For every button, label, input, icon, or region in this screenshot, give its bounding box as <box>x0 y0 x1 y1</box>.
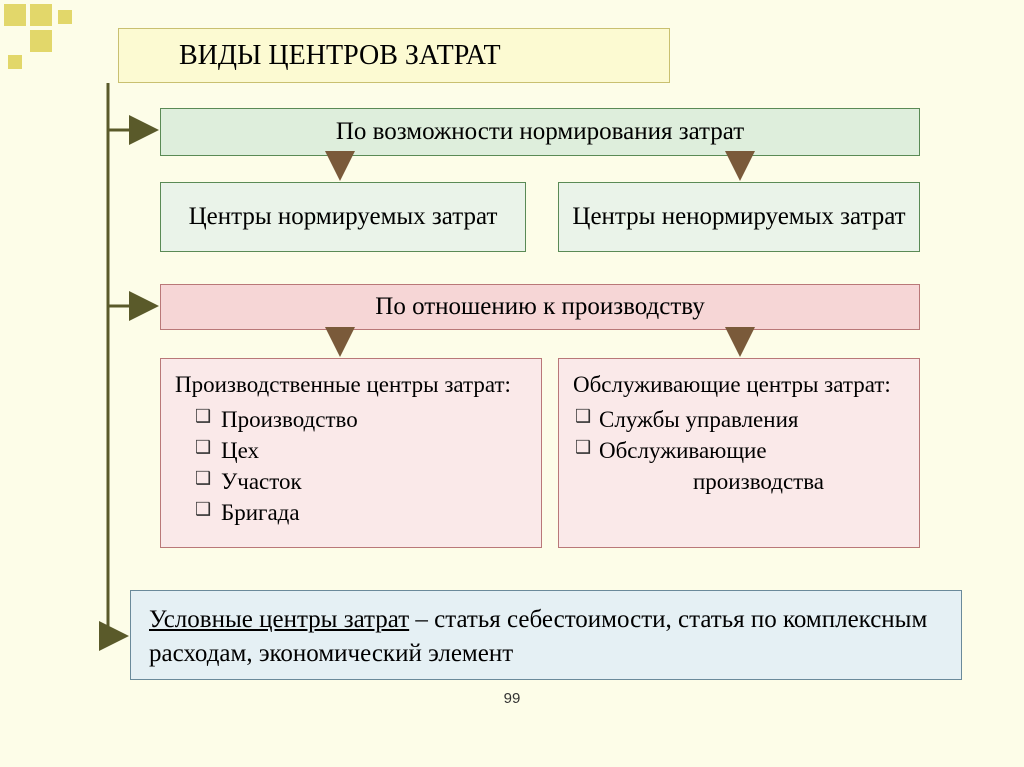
page-number: 99 <box>504 690 521 707</box>
category-proizvodstvo: По отношению к производству <box>160 284 920 330</box>
corner-decoration <box>0 0 120 80</box>
sub-obsluzhivayushie: Обслуживающие центры затрат: Службы упра… <box>558 358 920 548</box>
list-item: Цех <box>175 435 527 466</box>
category-normirovanie: По возможности нормирования затрат <box>160 108 920 156</box>
list-item: Участок <box>175 466 527 497</box>
list-item: Производство <box>175 404 527 435</box>
diagram-title: ВИДЫ ЦЕНТРОВ ЗАТРАТ <box>118 28 670 83</box>
sub-proizvodstvennye: Производственные центры затрат: Производ… <box>160 358 542 548</box>
conditional-centers: Условные центры затрат – статья себестои… <box>130 590 962 680</box>
list-item: Службы управления <box>573 404 905 435</box>
list-item: Бригада <box>175 497 527 528</box>
sp1-heading: Производственные центры затрат: <box>175 369 527 400</box>
sub-nenormiruemye: Центры ненормируемых затрат <box>558 182 920 252</box>
sp1-list: Производство Цех Участок Бригада <box>175 404 527 528</box>
list-item-cont: производства <box>573 466 905 497</box>
sp2-list: Службы управления Обслуживающие производ… <box>573 404 905 497</box>
sp2-heading: Обслуживающие центры затрат: <box>573 369 905 400</box>
sub-normiruemye: Центры нормируемых затрат <box>160 182 526 252</box>
conditional-term: Условные центры затрат <box>149 606 409 633</box>
list-item: Обслуживающие <box>573 435 905 466</box>
